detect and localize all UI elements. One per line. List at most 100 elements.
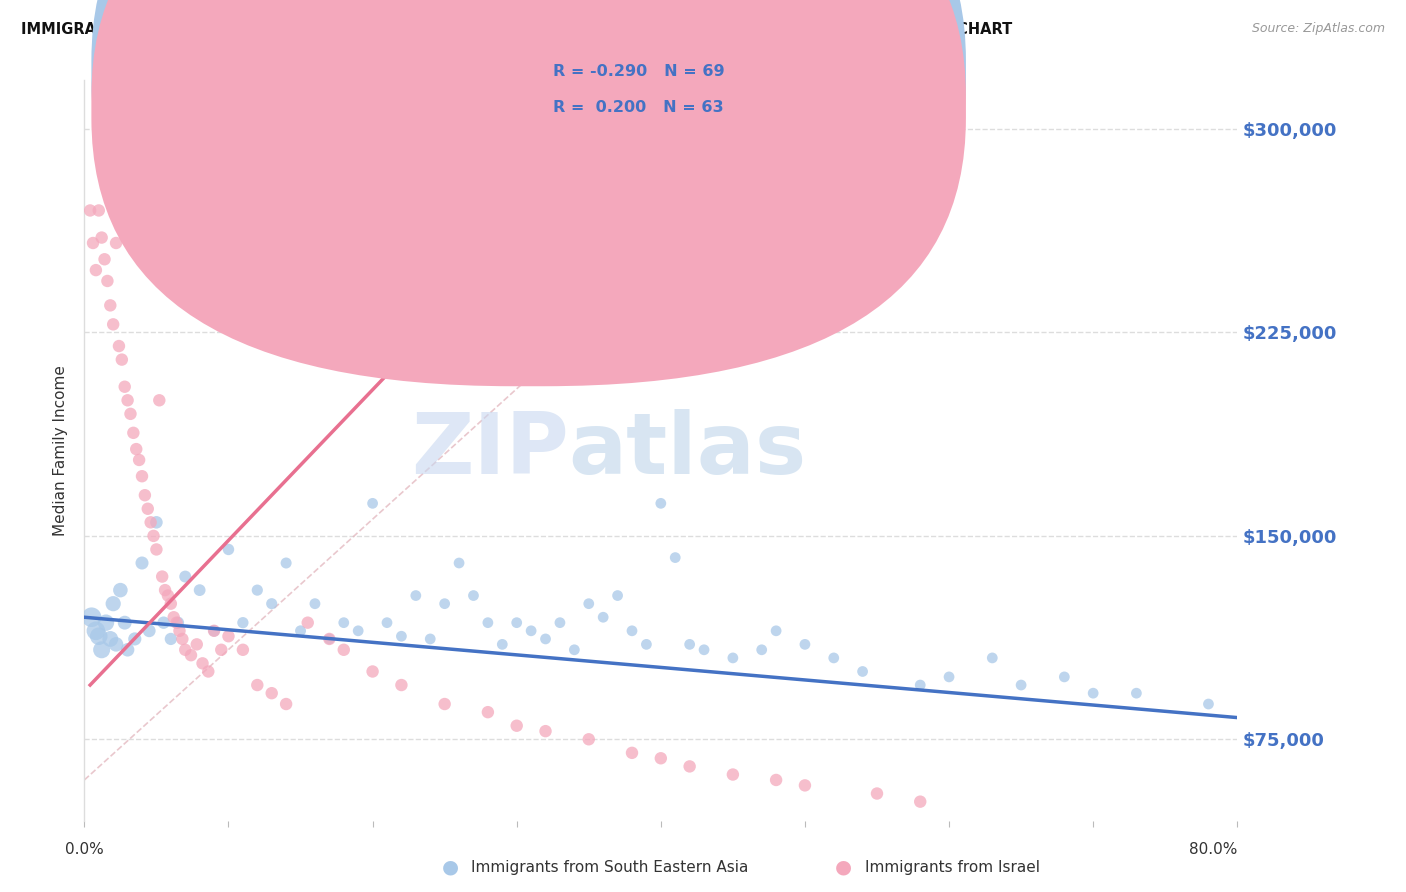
Point — [981, 651, 1004, 665]
Point — [852, 665, 875, 679]
Text: R = -0.290   N = 69: R = -0.290 N = 69 — [553, 64, 724, 78]
Point — [103, 597, 124, 611]
Point — [449, 556, 471, 570]
Point — [114, 615, 136, 630]
Point — [160, 597, 183, 611]
Point — [391, 629, 413, 643]
Point — [98, 298, 121, 312]
Point — [246, 583, 269, 598]
Point — [246, 678, 269, 692]
Point — [391, 678, 413, 692]
Point — [1010, 678, 1032, 692]
Point — [823, 651, 845, 665]
Point — [260, 686, 283, 700]
Point — [318, 632, 340, 646]
Point — [98, 632, 121, 646]
Point — [621, 624, 644, 638]
Point — [105, 637, 128, 651]
Point — [477, 705, 499, 719]
Point — [82, 235, 104, 250]
Point — [202, 624, 225, 638]
Point — [79, 203, 101, 218]
Point — [167, 615, 190, 630]
Point — [90, 230, 112, 244]
Point — [578, 597, 600, 611]
Point — [163, 610, 186, 624]
Point — [765, 772, 787, 787]
Point — [87, 203, 110, 218]
Point — [103, 318, 124, 332]
Point — [80, 610, 103, 624]
Point — [169, 624, 191, 638]
Point — [290, 624, 312, 638]
Point — [333, 615, 356, 630]
Text: IMMIGRANTS FROM SOUTH EASTERN ASIA VS IMMIGRANTS FROM ISRAEL MEDIAN FAMILY INCOM: IMMIGRANTS FROM SOUTH EASTERN ASIA VS IM… — [21, 22, 1012, 37]
Point — [260, 597, 283, 611]
Point — [578, 732, 600, 747]
Point — [297, 615, 319, 630]
Point — [318, 632, 340, 646]
Point — [166, 615, 188, 630]
Point — [150, 569, 173, 583]
Point — [84, 263, 107, 277]
Point — [96, 274, 118, 288]
Point — [534, 724, 557, 739]
Text: Immigrants from South Eastern Asia: Immigrants from South Eastern Asia — [471, 860, 748, 874]
Point — [910, 795, 932, 809]
Text: Immigrants from Israel: Immigrants from Israel — [865, 860, 1039, 874]
Point — [131, 469, 153, 483]
Text: ●: ● — [835, 857, 852, 877]
Point — [477, 615, 499, 630]
Point — [188, 583, 211, 598]
Point — [794, 637, 817, 651]
Point — [172, 632, 194, 646]
Point — [1198, 697, 1220, 711]
Point — [209, 642, 232, 657]
Point — [90, 642, 112, 657]
Point — [721, 651, 744, 665]
Point — [794, 778, 817, 792]
Point — [125, 442, 148, 456]
Point — [592, 610, 614, 624]
Point — [128, 453, 150, 467]
Point — [105, 235, 128, 250]
Point — [347, 624, 370, 638]
Point — [910, 678, 932, 692]
Point — [156, 589, 179, 603]
Point — [232, 615, 254, 630]
Point — [433, 697, 456, 711]
Point — [117, 393, 139, 408]
Text: 0.0%: 0.0% — [65, 842, 104, 857]
Point — [191, 657, 214, 671]
Point — [87, 629, 110, 643]
Point — [108, 339, 131, 353]
Text: R =  0.200   N = 63: R = 0.200 N = 63 — [553, 100, 723, 114]
Point — [419, 632, 441, 646]
Y-axis label: Median Family Income: Median Family Income — [53, 365, 69, 536]
Text: 80.0%: 80.0% — [1189, 842, 1237, 857]
Text: atlas: atlas — [568, 409, 807, 492]
Point — [679, 759, 702, 773]
Point — [160, 632, 183, 646]
Point — [110, 583, 132, 598]
Point — [131, 556, 153, 570]
Point — [520, 624, 543, 638]
Point — [134, 488, 156, 502]
Point — [84, 624, 107, 638]
Point — [621, 746, 644, 760]
Point — [463, 589, 485, 603]
Point — [506, 615, 529, 630]
Text: ●: ● — [441, 857, 458, 877]
Point — [218, 629, 240, 643]
Point — [361, 496, 384, 510]
Point — [218, 542, 240, 557]
Point — [721, 767, 744, 781]
Text: ZIP: ZIP — [411, 409, 568, 492]
Point — [139, 516, 162, 530]
Point — [491, 637, 513, 651]
Point — [693, 642, 716, 657]
Point — [506, 719, 529, 733]
Point — [136, 501, 159, 516]
Point — [304, 597, 326, 611]
Point — [1053, 670, 1076, 684]
